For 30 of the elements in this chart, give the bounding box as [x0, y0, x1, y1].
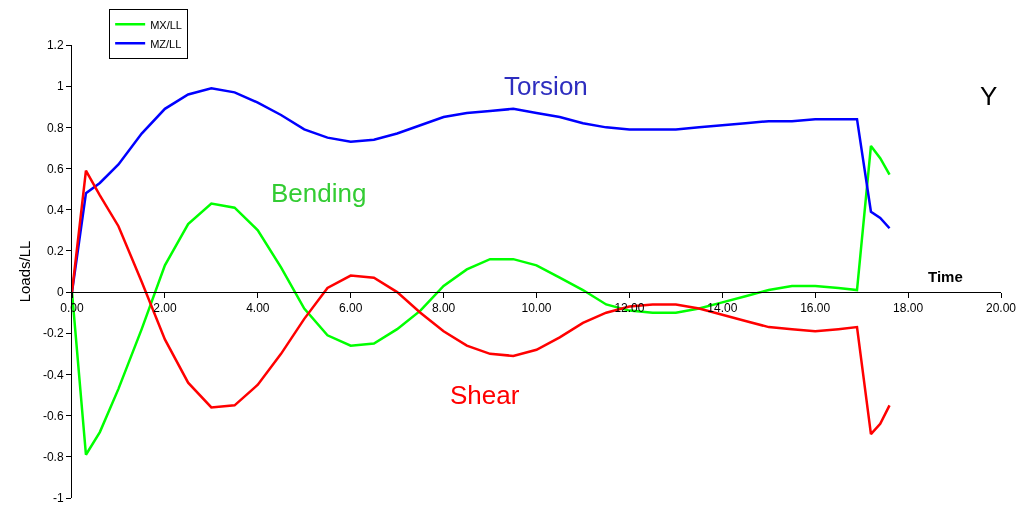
y-tick-label: 0.2: [46, 244, 64, 259]
y-tick-label: -0.6: [42, 408, 64, 423]
x-tick-label: 6.00: [339, 301, 363, 316]
x-tick-label: 14.00: [707, 301, 738, 316]
x-tick-label: 20.00: [985, 301, 1017, 316]
x-tick-label: 16.00: [800, 301, 831, 316]
y-tick-label: 0.4: [46, 202, 64, 217]
legend-label: MZ/LL: [150, 37, 182, 50]
x-tick-label: 10.00: [521, 301, 552, 316]
y-tick-label: -0.4: [42, 367, 64, 382]
y-tick-label: -0.2: [42, 326, 64, 341]
x-tick-label: 2.00: [153, 301, 177, 316]
x-tick-label: 8.00: [431, 301, 456, 316]
y-tick-label: 1: [56, 79, 64, 94]
x-tick-label: 4.00: [246, 301, 270, 316]
annotation: Y: [980, 81, 998, 111]
y-tick-label: -0.8: [42, 450, 64, 465]
y-axis-title: Loads/LL: [16, 240, 34, 303]
x-tick-label: 18.00: [893, 301, 924, 316]
y-tick-label: 0.8: [46, 120, 64, 135]
y-tick-label: 0.6: [46, 161, 64, 176]
y-tick-label: 1.2: [46, 38, 64, 53]
x-tick-label: 12.00: [614, 301, 645, 316]
legend-label: MX/LL: [150, 18, 182, 31]
x-axis-title: Time: [928, 268, 963, 285]
annotation: Torsion: [504, 71, 588, 101]
y-tick-label: -1: [52, 491, 64, 506]
annotation: Shear: [450, 380, 520, 410]
annotation: Bending: [271, 178, 367, 208]
y-tick-label: 0: [56, 285, 64, 300]
